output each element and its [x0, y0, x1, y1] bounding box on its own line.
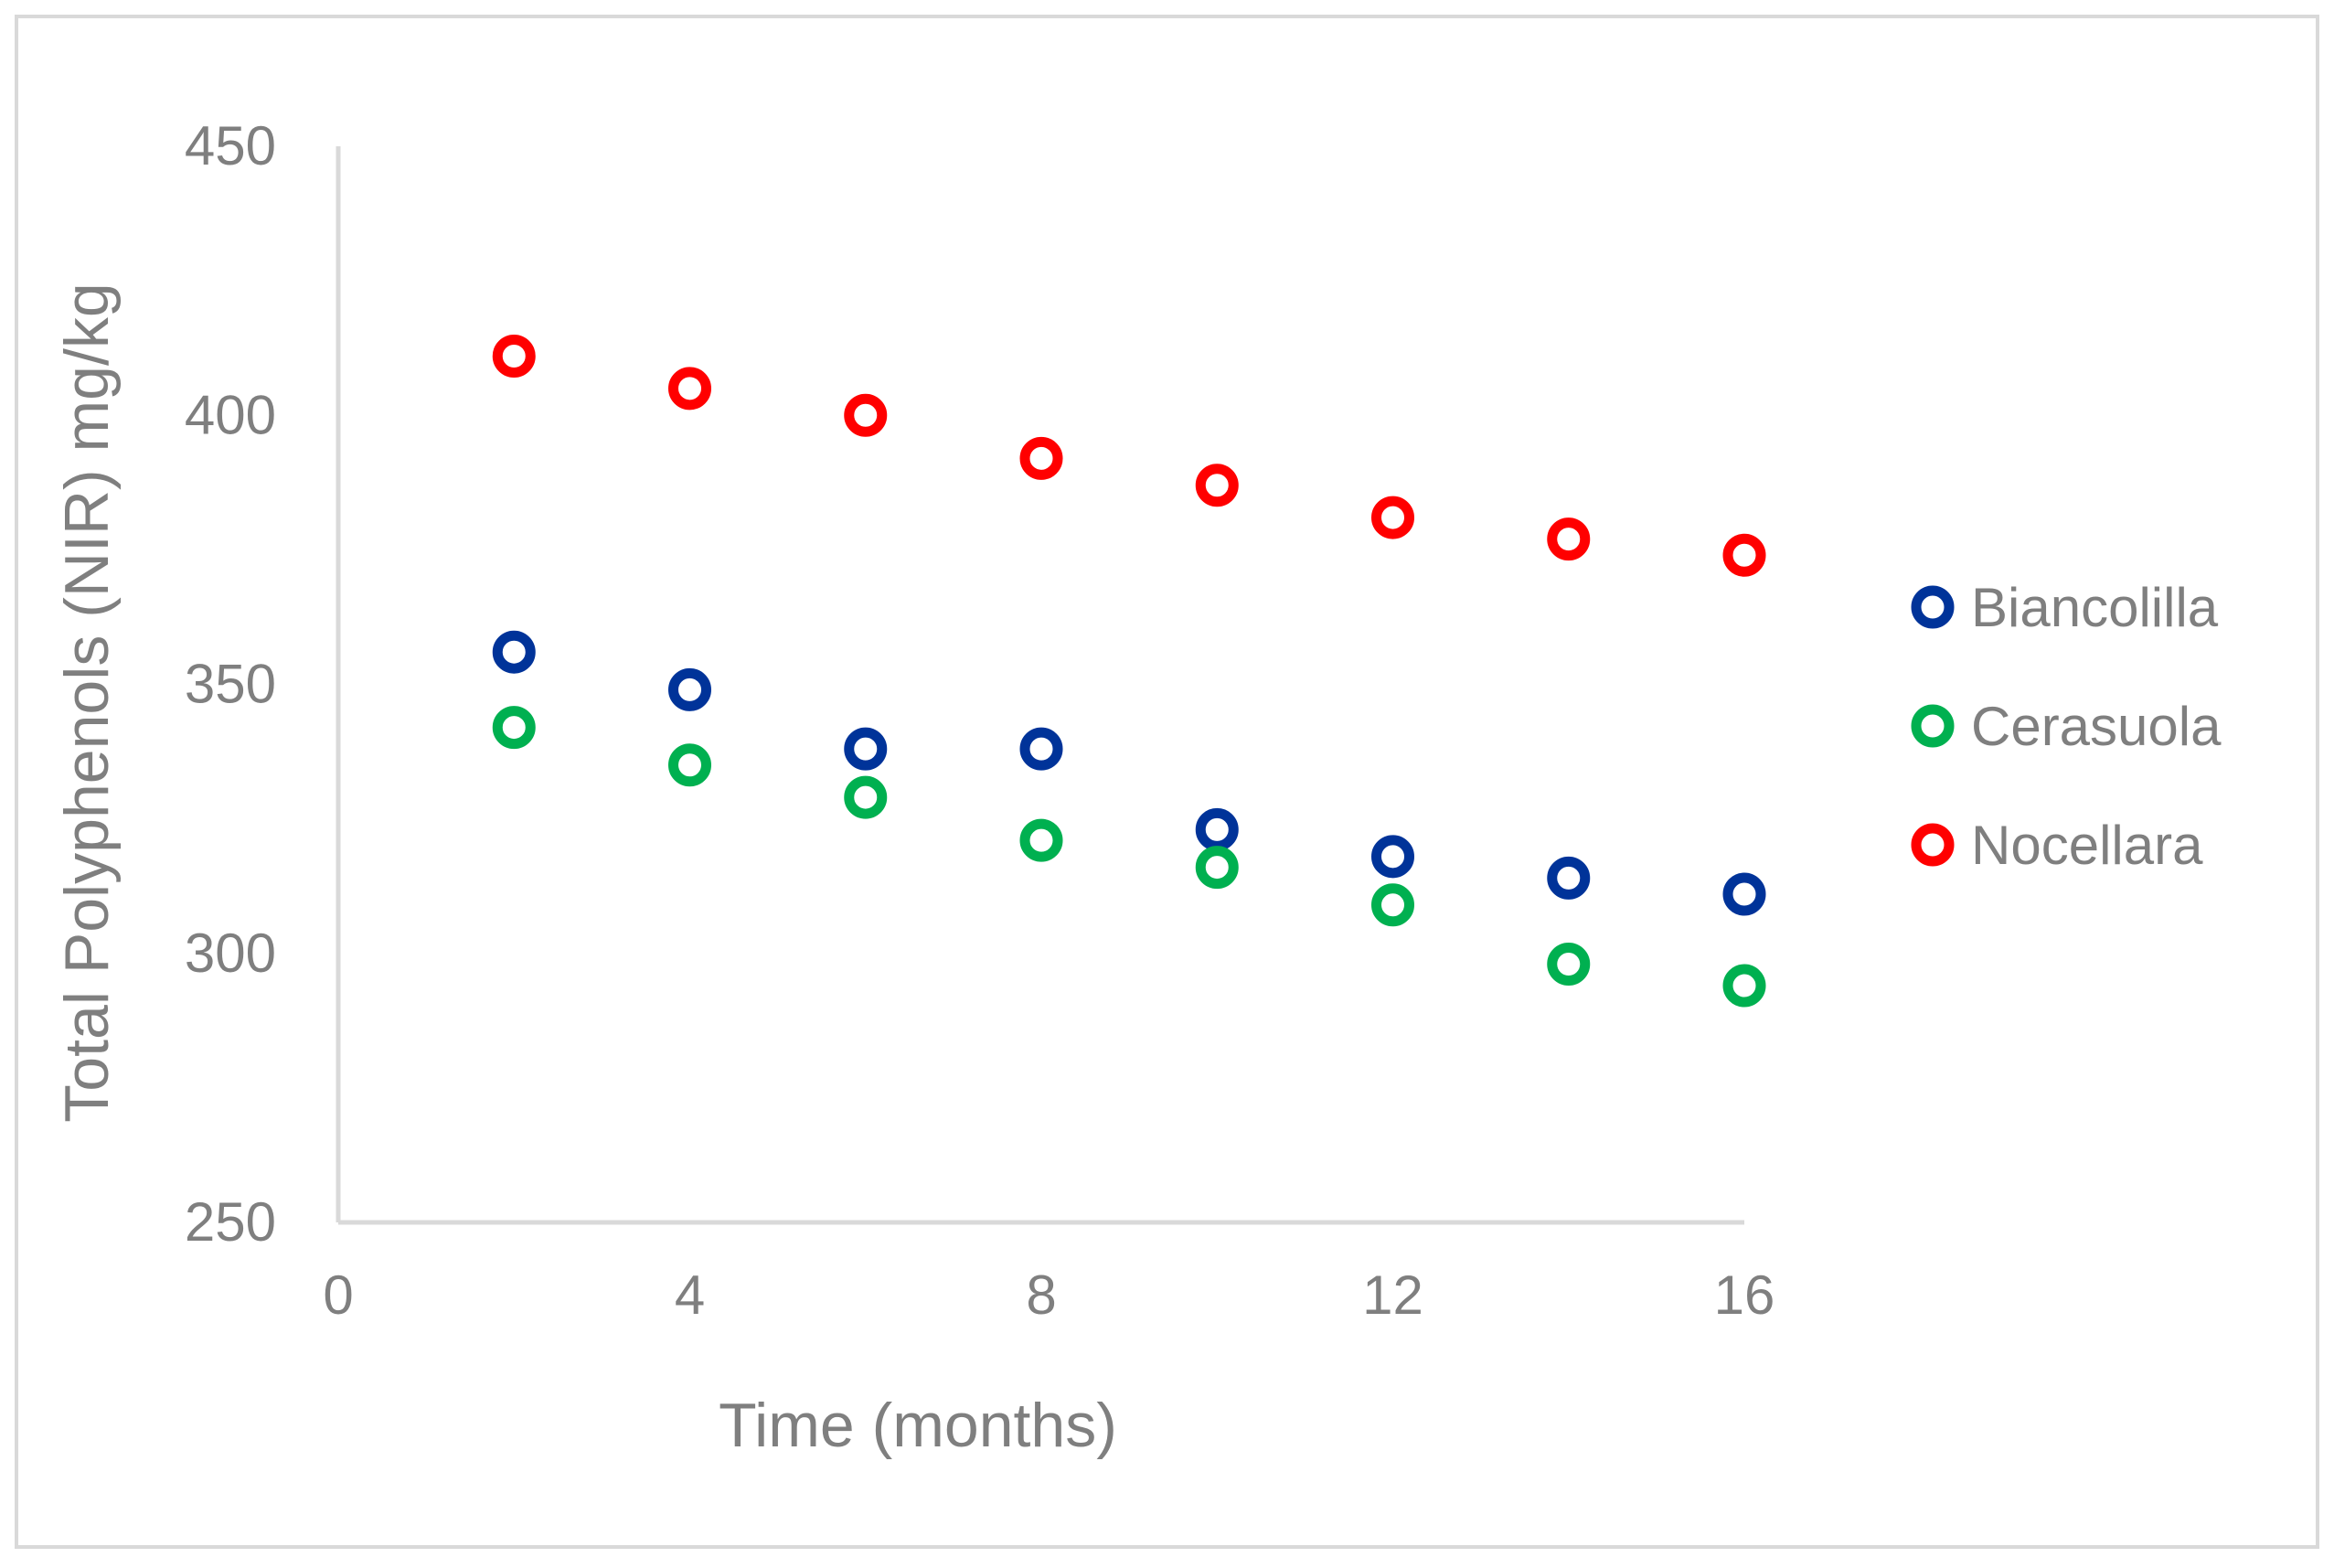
y-tick-label: 250: [185, 1191, 276, 1253]
data-point: [1195, 846, 1239, 890]
legend-marker: [1911, 585, 1955, 629]
x-axis-title: Time (months): [719, 1391, 1117, 1460]
data-point: [1722, 964, 1766, 1008]
data-point: [1195, 807, 1239, 851]
data-point: [668, 667, 711, 711]
data-point: [1195, 464, 1239, 507]
legend-item-nocellara: Nocellara: [1911, 815, 2203, 876]
data-point: [1019, 436, 1063, 480]
chart-border: [15, 15, 2319, 1549]
legend: Biancolilla Cerasuola Nocellara: [1911, 577, 2222, 876]
x-tick-label: 4: [675, 1264, 705, 1326]
data-point: [668, 367, 711, 411]
legend-label: Cerasuola: [1971, 696, 2222, 757]
data-point: [1547, 517, 1591, 561]
series-cerasuola: [492, 706, 1766, 1008]
legend-item-cerasuola: Cerasuola: [1911, 696, 2222, 757]
data-point: [1371, 496, 1414, 539]
legend-marker: [1911, 704, 1955, 748]
legend-label: Biancolilla: [1971, 577, 2219, 638]
y-tick-label: 350: [185, 654, 276, 715]
y-tick-label: 400: [185, 384, 276, 445]
data-point: [668, 743, 711, 787]
legend-label: Nocellara: [1971, 815, 2203, 876]
legend-marker: [1911, 823, 1955, 867]
x-tick-label: 12: [1362, 1264, 1423, 1326]
data-point: [1547, 943, 1591, 987]
data-point: [492, 706, 536, 750]
x-tick-label: 0: [323, 1264, 353, 1326]
tick-labels: 250 300 350 400 450 0 4 8 12 16: [185, 115, 1774, 1326]
y-axis-title: Total Polyphenols (NIR) mg/kg: [52, 283, 122, 1122]
data-point: [1371, 835, 1414, 879]
data-point: [1722, 872, 1766, 916]
data-point: [844, 393, 888, 437]
x-tick-label: 8: [1026, 1264, 1056, 1326]
data-points: [492, 335, 1766, 1008]
series-nocellara: [492, 335, 1766, 577]
x-tick-label: 16: [1714, 1264, 1775, 1326]
legend-item-biancolilla: Biancolilla: [1911, 577, 2219, 638]
data-point: [844, 727, 888, 771]
y-tick-label: 300: [185, 923, 276, 984]
y-tick-label: 450: [185, 115, 276, 176]
data-point: [492, 335, 536, 379]
data-point: [1547, 856, 1591, 900]
axes: [336, 146, 1744, 1225]
data-point: [1371, 883, 1414, 927]
data-point: [1019, 818, 1063, 862]
data-point: [1722, 533, 1766, 577]
data-point: [492, 630, 536, 674]
data-point: [1019, 727, 1063, 771]
data-point: [844, 775, 888, 819]
